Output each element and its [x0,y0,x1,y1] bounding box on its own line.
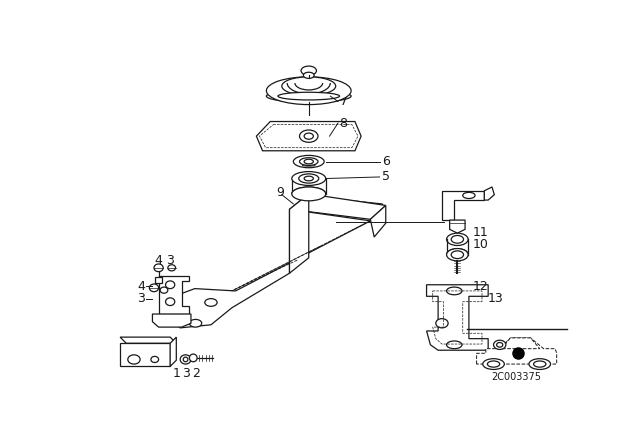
Ellipse shape [154,264,163,271]
Polygon shape [164,209,371,328]
Polygon shape [427,285,488,350]
Ellipse shape [166,281,175,289]
Ellipse shape [436,319,448,328]
Ellipse shape [451,236,463,243]
Ellipse shape [189,354,197,362]
Polygon shape [501,338,540,349]
Ellipse shape [292,187,326,201]
Ellipse shape [189,319,202,327]
Ellipse shape [282,77,336,95]
Polygon shape [152,314,191,327]
Text: 6: 6 [382,155,390,168]
Polygon shape [120,337,176,343]
Text: 13: 13 [488,292,504,305]
Text: 11: 11 [473,226,488,239]
Ellipse shape [447,249,468,261]
Ellipse shape [493,340,506,349]
Polygon shape [257,121,361,151]
Text: 1: 1 [172,367,180,380]
Ellipse shape [128,355,140,364]
Ellipse shape [483,359,504,370]
Text: 10: 10 [473,238,488,251]
Polygon shape [289,194,386,220]
Polygon shape [155,277,163,283]
Polygon shape [159,276,189,314]
Polygon shape [289,194,308,273]
Text: 9: 9 [276,186,284,199]
Ellipse shape [266,77,351,104]
Text: 4: 4 [155,254,163,267]
Ellipse shape [168,265,175,271]
Ellipse shape [183,357,188,362]
Polygon shape [442,191,484,220]
Text: 5: 5 [382,170,390,184]
Text: 8: 8 [340,116,348,129]
Ellipse shape [447,287,462,295]
Polygon shape [450,220,465,233]
Ellipse shape [266,90,351,102]
Polygon shape [371,206,386,237]
Ellipse shape [300,158,318,165]
Text: 12: 12 [473,280,488,293]
Ellipse shape [151,356,159,362]
Polygon shape [120,343,170,366]
Text: 4: 4 [137,280,145,293]
Text: 3: 3 [182,367,189,380]
Text: 7: 7 [340,95,348,108]
Ellipse shape [304,176,314,181]
Ellipse shape [497,343,503,347]
Ellipse shape [301,66,316,75]
Ellipse shape [278,92,340,100]
Ellipse shape [529,359,550,370]
Ellipse shape [304,159,314,164]
Text: 2C003375: 2C003375 [492,372,541,382]
Ellipse shape [534,361,546,367]
Ellipse shape [166,298,175,306]
Text: 3: 3 [137,292,145,305]
Polygon shape [170,337,176,366]
Ellipse shape [303,72,314,78]
Polygon shape [477,338,557,364]
Ellipse shape [205,299,217,306]
Text: 3: 3 [166,254,174,267]
Ellipse shape [299,174,319,183]
Text: 2: 2 [193,367,200,380]
Ellipse shape [447,233,468,246]
Ellipse shape [149,284,159,292]
Ellipse shape [300,130,318,142]
Ellipse shape [304,133,314,139]
Ellipse shape [463,192,475,198]
Ellipse shape [447,341,462,349]
Ellipse shape [293,155,324,168]
Ellipse shape [292,172,326,185]
Ellipse shape [160,287,168,293]
Ellipse shape [488,361,500,367]
Ellipse shape [180,355,191,364]
Polygon shape [484,187,494,200]
Ellipse shape [451,251,463,258]
